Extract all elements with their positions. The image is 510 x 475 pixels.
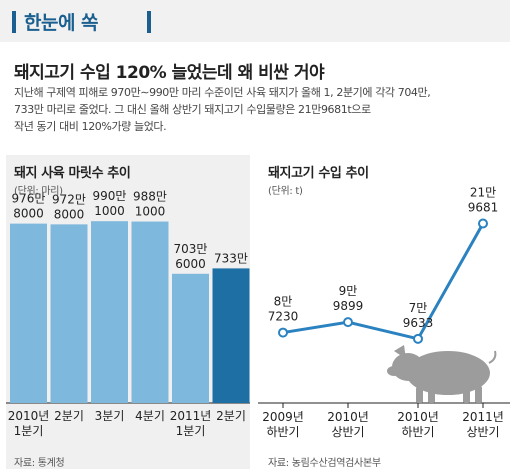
bar (50, 224, 88, 403)
section-header: 한눈에 쏙 (0, 0, 510, 42)
tick-label: 2011년 (462, 410, 504, 424)
bar-chart-title: 돼지 사육 마릿수 추이 (14, 166, 131, 181)
tick-label: 하반기 (266, 425, 299, 439)
data-label: 972만 (52, 192, 86, 206)
lead-paragraph: 지난해 구제역 피해로 970만∼990만 마리 수준이던 사육 돼지가 올해 … (14, 84, 434, 135)
data-label: 21만 (470, 185, 496, 199)
bar-chart-unit: (단위: 마리) (14, 186, 63, 197)
data-label: 9만 (339, 284, 358, 298)
tick-label: 2분기 (54, 409, 84, 423)
headline: 돼지고기 수입 120% 늘었는데 왜 비싼 거야 (14, 63, 325, 83)
bar-chart-source: 자료: 통계청 (14, 458, 65, 469)
header-left-bar (12, 11, 16, 33)
pig-icon (387, 345, 497, 403)
tick-label: 4분기 (135, 409, 165, 423)
tick-label: 2010년 (397, 410, 439, 424)
tick-label: 3분기 (95, 409, 125, 423)
bar (172, 273, 209, 403)
data-label: 988만 (133, 190, 167, 204)
data-label: 8000 (13, 207, 44, 221)
data-label: 1000 (135, 205, 166, 219)
bar (91, 221, 128, 403)
bar (10, 223, 47, 403)
tick-label: 2분기 (216, 409, 246, 423)
data-point (278, 327, 288, 338)
data-label: 9633 (403, 316, 434, 330)
series-line (282, 222, 485, 341)
data-label: 8만 (274, 295, 293, 309)
data-label: 990만 (93, 189, 127, 203)
data-label: 703만 (174, 242, 208, 256)
bar-chart: 976만80002010년1분기972만80002분기990만10003분기98… (6, 189, 250, 438)
data-label: 976만 (12, 192, 46, 206)
data-point (413, 333, 423, 344)
bar (212, 268, 250, 403)
tick-label: 2010년 (8, 409, 50, 423)
data-label: 7만 (409, 301, 428, 315)
data-label: 9681 (468, 200, 499, 214)
bar (131, 221, 169, 403)
data-point (478, 218, 488, 229)
data-point (343, 317, 353, 328)
data-label: 8000 (54, 207, 85, 221)
line-chart-unit: (단위: t) (268, 186, 303, 197)
tick-label: 2011년 (170, 409, 212, 423)
header-right-bar (147, 11, 151, 33)
line-chart: 8만72302009년하반기9만98992010년상반기7만96332010년하… (258, 185, 510, 439)
data-label: 1000 (94, 204, 125, 218)
data-label: 6000 (175, 257, 206, 271)
lead-line: 지난해 구제역 피해로 970만∼990만 마리 수준이던 사육 돼지가 올해 … (14, 86, 431, 99)
line-chart-title: 돼지고기 수입 추이 (268, 166, 369, 181)
tick-label: 2009년 (262, 410, 304, 424)
lead-line: 작년 동기 대비 120%가량 늘었다. (14, 120, 167, 133)
tick-label: 2010년 (327, 410, 369, 424)
data-label: 9899 (333, 299, 364, 313)
tick-label: 하반기 (401, 425, 434, 439)
lead-line: 733만 마리로 줄었다. 그 대신 올해 상반기 돼지고기 수입물량은 21만… (14, 103, 371, 116)
tick-label: 상반기 (466, 425, 499, 439)
data-label: 733만 (214, 251, 248, 265)
tick-label: 1분기 (14, 424, 44, 438)
data-label: 7230 (268, 310, 299, 324)
section-title: 한눈에 쏙 (24, 12, 99, 34)
tick-label: 1분기 (176, 424, 206, 438)
line-chart-source: 자료: 농림수산검역검사본부 (268, 458, 381, 469)
tick-label: 상반기 (331, 425, 364, 439)
